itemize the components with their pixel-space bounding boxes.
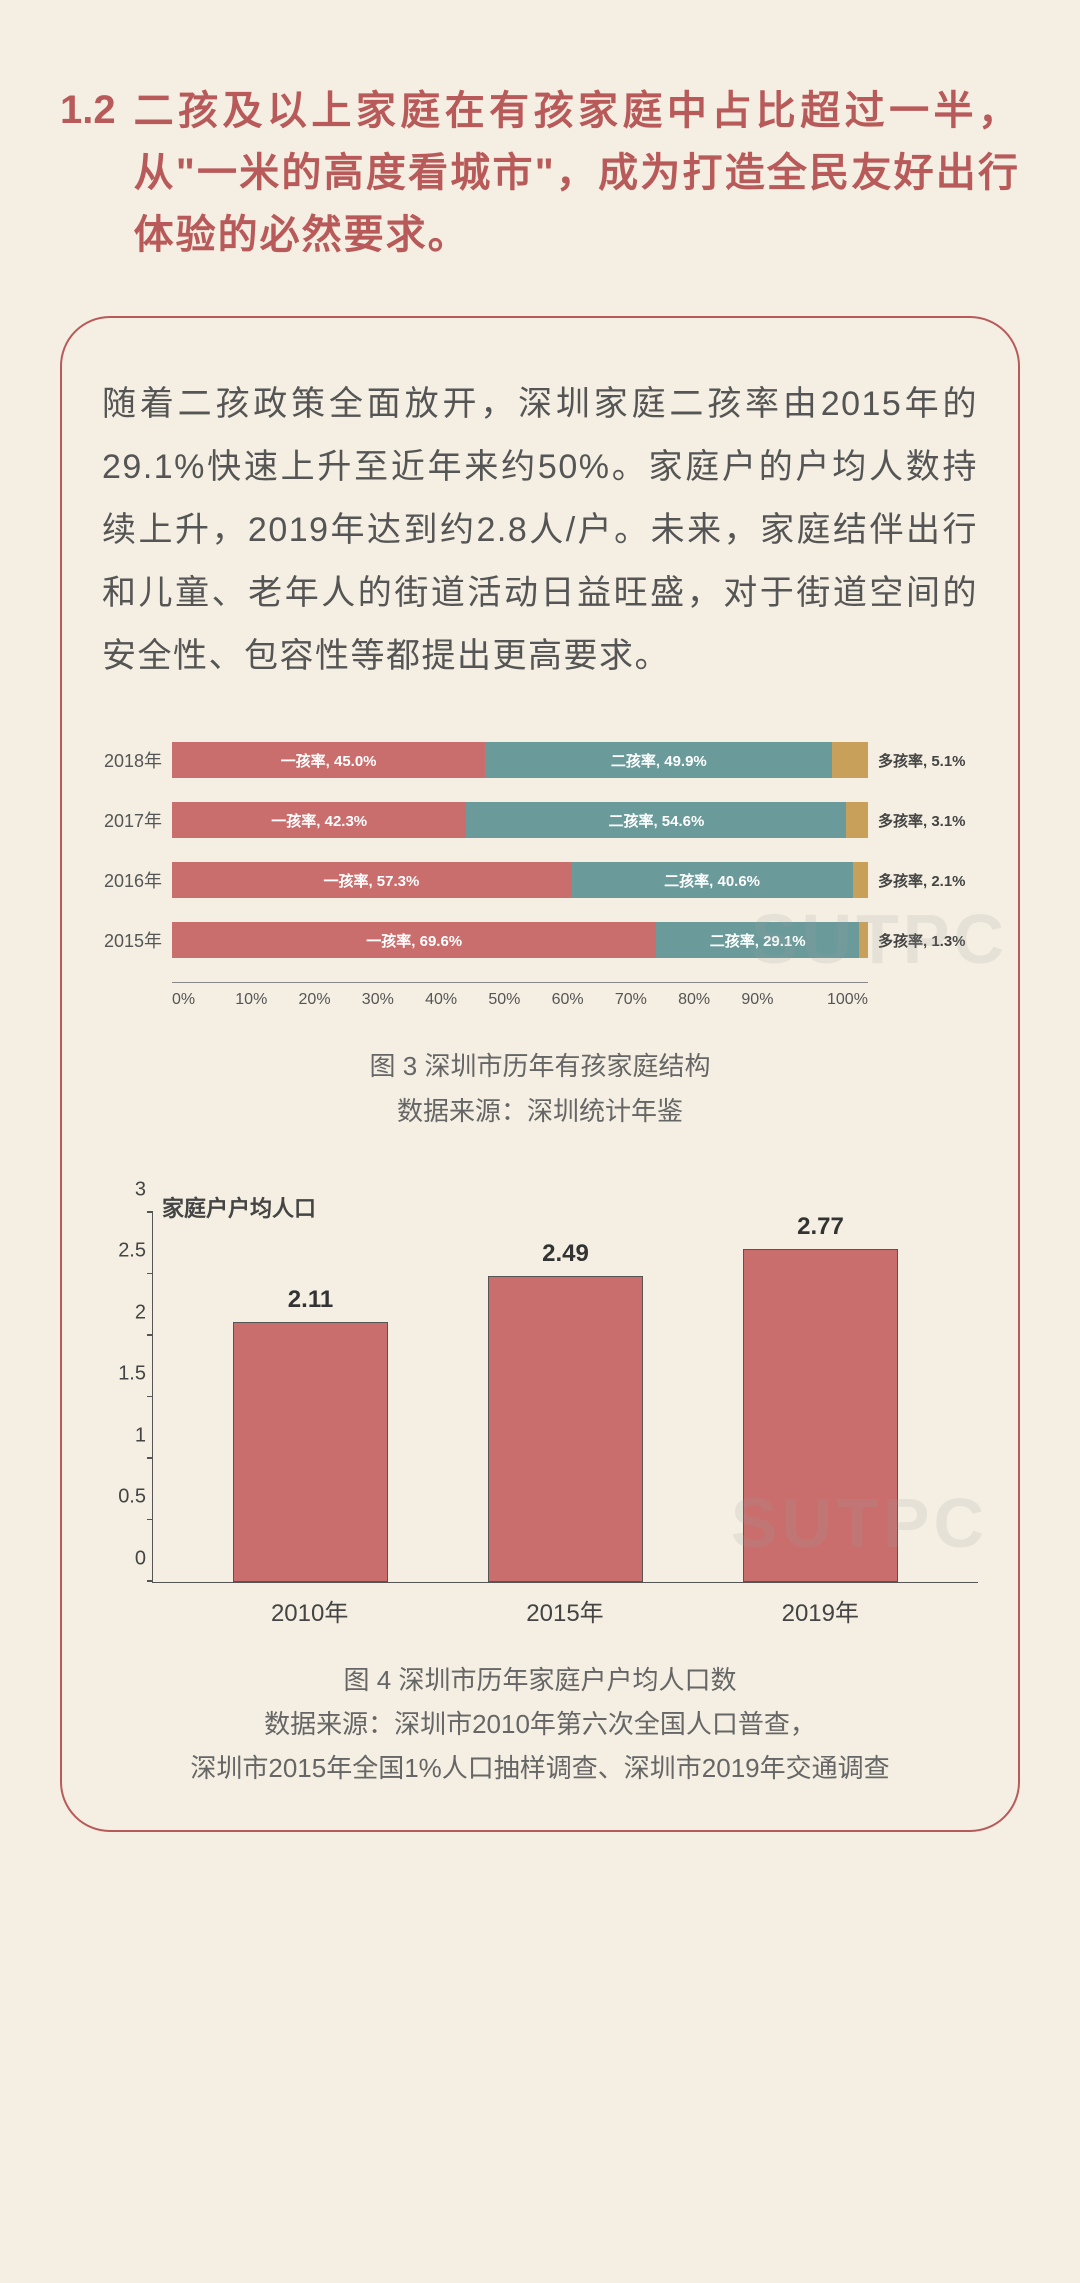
x-tick: 0%	[172, 991, 235, 1009]
y-tick-mark	[147, 1211, 153, 1213]
chart2-caption-source1: 数据来源：深圳市2010年第六次全国人口普查，	[102, 1702, 978, 1746]
column-bar	[233, 1322, 387, 1582]
two-child-segment: 二孩率, 29.1%	[656, 922, 859, 958]
y-tick-label: 0	[108, 1547, 146, 1570]
y-tick-label: 2	[108, 1301, 146, 1324]
two-child-segment: 二孩率, 40.6%	[571, 862, 854, 898]
column-bar-value: 2.77	[797, 1213, 844, 1241]
chart2-bars: 2.11 2.49 2.77	[153, 1213, 978, 1582]
column-bar-wrap: 2.77	[713, 1213, 927, 1582]
x-tick: 10%	[235, 991, 298, 1009]
column-bar-wrap: 2.49	[458, 1213, 672, 1582]
heading-text: 二孩及以上家庭在有孩家庭中占比超过一半，从"一米的高度看城市"，成为打造全民友好…	[134, 80, 1020, 266]
column-bar	[743, 1249, 897, 1582]
multi-child-segment	[832, 742, 867, 778]
multi-child-label: 多孩率, 2.1%	[878, 870, 978, 891]
x-tick: 20%	[299, 991, 362, 1009]
y-tick-label: 0.5	[108, 1486, 146, 1509]
stacked-row: 2015年一孩率, 69.6%二孩率, 29.1%多孩率, 1.3%	[172, 922, 868, 958]
multi-child-label: 多孩率, 3.1%	[878, 810, 978, 831]
x-tick: 30%	[362, 991, 425, 1009]
x-tick: 80%	[678, 991, 741, 1009]
multi-child-segment	[846, 802, 868, 838]
stacked-row: 2016年一孩率, 57.3%二孩率, 40.6%多孩率, 2.1%	[172, 862, 868, 898]
stacked-bar: 一孩率, 57.3%二孩率, 40.6%	[172, 862, 868, 898]
column-x-label: 2019年	[713, 1593, 927, 1628]
stacked-row-year: 2017年	[102, 807, 162, 833]
column-bar-value: 2.49	[542, 1240, 589, 1268]
x-tick: 70%	[615, 991, 678, 1009]
y-tick-label: 3	[108, 1178, 146, 1201]
stacked-row-year: 2018年	[102, 747, 162, 773]
column-bar-value: 2.11	[288, 1286, 333, 1314]
multi-child-label: 多孩率, 5.1%	[878, 750, 978, 771]
column-x-label: 2010年	[202, 1593, 416, 1628]
y-tick-mark	[147, 1273, 153, 1275]
y-tick-label: 1.5	[108, 1363, 146, 1386]
y-tick-mark	[147, 1334, 153, 1336]
chart2-x-labels: 2010年 2015年 2019年	[152, 1593, 978, 1628]
chart2-caption-title: 图 4 深圳市历年家庭户户均人口数	[102, 1658, 978, 1702]
column-bar-wrap: 2.11	[203, 1213, 417, 1582]
one-child-segment: 一孩率, 69.6%	[172, 922, 656, 958]
y-tick-mark	[147, 1580, 153, 1582]
two-child-segment: 二孩率, 54.6%	[466, 802, 846, 838]
x-tick: 90%	[741, 991, 804, 1009]
stacked-bar: 一孩率, 69.6%二孩率, 29.1%	[172, 922, 868, 958]
content-box: 随着二孩政策全面放开，深圳家庭二孩率由2015年的29.1%快速上升至近年来约5…	[60, 316, 1020, 1832]
stacked-row: 2017年一孩率, 42.3%二孩率, 54.6%多孩率, 3.1%	[172, 802, 868, 838]
column-x-label: 2015年	[458, 1593, 672, 1628]
chart1-caption-title: 图 3 深圳市历年有孩家庭结构	[102, 1044, 978, 1088]
stacked-row-year: 2015年	[102, 927, 162, 953]
chart1-caption-source: 数据来源：深圳统计年鉴	[102, 1089, 978, 1133]
stacked-bar: 一孩率, 45.0%二孩率, 49.9%	[172, 742, 868, 778]
y-tick-mark	[147, 1457, 153, 1459]
y-tick-mark	[147, 1396, 153, 1398]
two-child-segment: 二孩率, 49.9%	[485, 742, 832, 778]
y-tick-label: 1	[108, 1424, 146, 1447]
heading-number: 1.2	[60, 80, 116, 140]
multi-child-segment	[859, 922, 868, 958]
x-tick: 40%	[425, 991, 488, 1009]
y-tick-mark	[147, 1519, 153, 1521]
one-child-segment: 一孩率, 42.3%	[172, 802, 466, 838]
x-tick: 100%	[805, 991, 868, 1009]
chart2-caption: 图 4 深圳市历年家庭户户均人口数 数据来源：深圳市2010年第六次全国人口普查…	[102, 1658, 978, 1791]
stacked-row-year: 2016年	[102, 867, 162, 893]
chart1-caption: 图 3 深圳市历年有孩家庭结构 数据来源：深圳统计年鉴	[102, 1044, 978, 1132]
multi-child-label: 多孩率, 1.3%	[878, 930, 978, 951]
stacked-x-axis: 0%10%20%30%40%50%60%70%80%90%100%	[172, 982, 868, 1009]
stacked-row: 2018年一孩率, 45.0%二孩率, 49.9%多孩率, 5.1%	[172, 742, 868, 778]
one-child-segment: 一孩率, 57.3%	[172, 862, 571, 898]
one-child-segment: 一孩率, 45.0%	[172, 742, 485, 778]
stacked-bar: 一孩率, 42.3%二孩率, 54.6%	[172, 802, 868, 838]
body-paragraph: 随着二孩政策全面放开，深圳家庭二孩率由2015年的29.1%快速上升至近年来约5…	[102, 373, 978, 687]
column-bar-chart: 家庭户户均人口 2.112.492.77 00.511.522.53 2010年…	[102, 1203, 978, 1623]
x-tick: 50%	[488, 991, 551, 1009]
section-heading: 1.2 二孩及以上家庭在有孩家庭中占比超过一半，从"一米的高度看城市"，成为打造…	[60, 80, 1020, 266]
x-tick: 60%	[552, 991, 615, 1009]
chart2-plot-area: 2.112.492.77 00.511.522.53	[152, 1213, 978, 1583]
stacked-bar-chart: 2018年一孩率, 45.0%二孩率, 49.9%多孩率, 5.1%2017年一…	[102, 742, 978, 1009]
chart2-caption-source2: 深圳市2015年全国1%人口抽样调查、深圳市2019年交通调查	[102, 1746, 978, 1790]
multi-child-segment	[853, 862, 868, 898]
y-tick-label: 2.5	[108, 1240, 146, 1263]
column-bar	[488, 1276, 642, 1582]
